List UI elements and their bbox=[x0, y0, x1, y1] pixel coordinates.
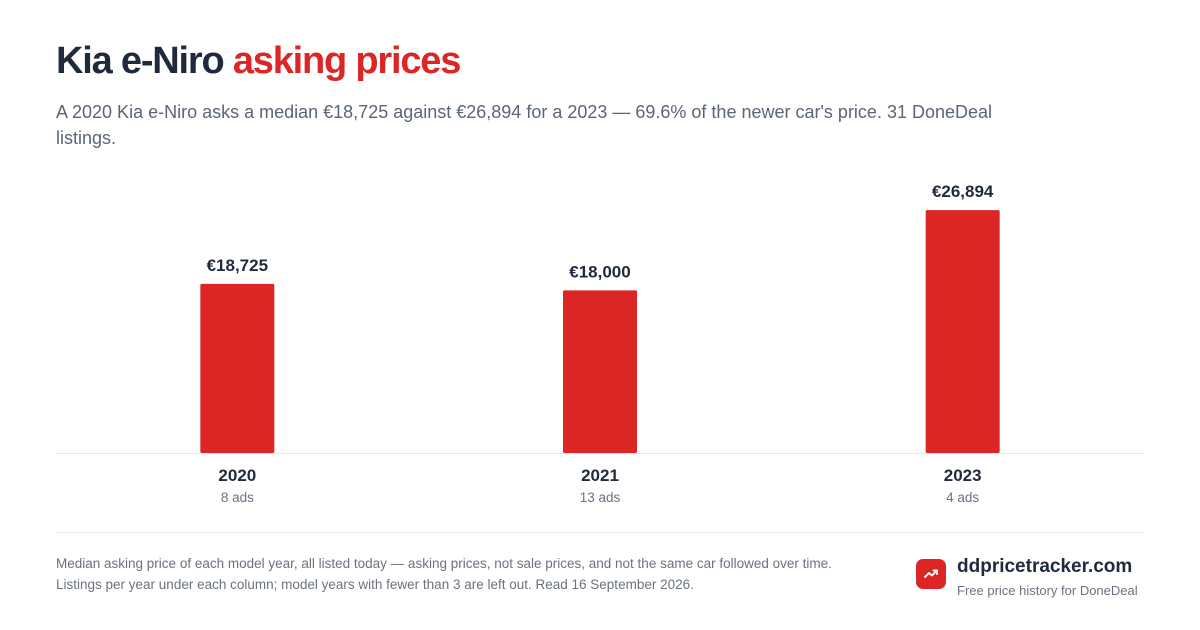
footnote: Median asking price of each model year, … bbox=[56, 556, 832, 592]
value-label-2021: €18,000 bbox=[569, 262, 630, 281]
brand-name[interactable]: ddpricetracker.com bbox=[957, 556, 1133, 577]
brand-tagline: Free price history for DoneDeal bbox=[957, 583, 1138, 598]
ad-count-2021: 13 ads bbox=[580, 490, 621, 505]
x-tick-label-2023: 2023 bbox=[944, 466, 982, 485]
ad-count-2023: 4 ads bbox=[946, 490, 979, 505]
title-accent: asking prices bbox=[232, 40, 462, 82]
brand-block[interactable]: ddpricetracker.com Free price history fo… bbox=[916, 556, 1138, 600]
bar-2021 bbox=[563, 290, 637, 453]
chart-title: Kia e-Niro asking prices bbox=[56, 40, 462, 83]
ad-count-2020: 8 ads bbox=[221, 490, 254, 505]
value-label-2020: €18,725 bbox=[207, 256, 268, 275]
trending-up-icon bbox=[916, 559, 946, 589]
title-main: Kia e-Niro bbox=[56, 40, 225, 82]
footer-divider bbox=[56, 532, 1144, 533]
x-tick-label-2021: 2021 bbox=[581, 466, 619, 485]
x-tick-label-2020: 2020 bbox=[218, 466, 256, 485]
chart-subtitle: A 2020 Kia e-Niro asks a median €18,725 … bbox=[56, 102, 993, 148]
bar-2020 bbox=[200, 283, 275, 453]
bar-chart: €18,725 2020 8 ads €18,000 2021 13 ads €26,894… bbox=[56, 182, 1144, 505]
value-label-2023: €26,894 bbox=[932, 182, 994, 201]
bar-2023 bbox=[925, 210, 1000, 453]
